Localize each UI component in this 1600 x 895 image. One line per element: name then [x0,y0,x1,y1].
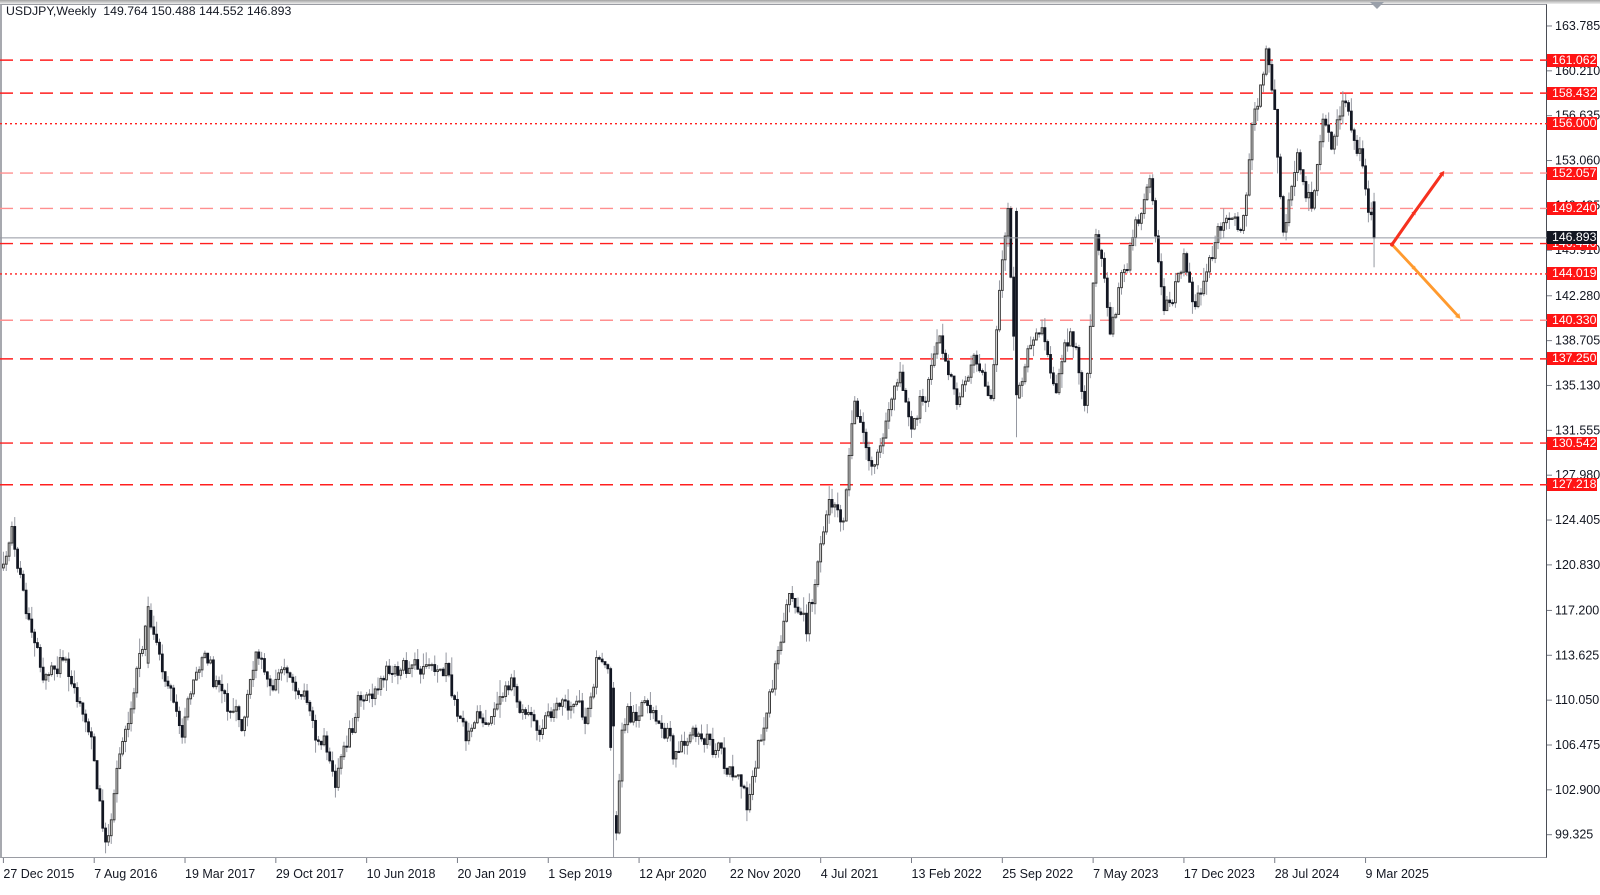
svg-text:29 Oct 2017: 29 Oct 2017 [276,867,344,881]
svg-text:135.130: 135.130 [1555,378,1600,392]
svg-text:1 Sep 2019: 1 Sep 2019 [548,867,612,881]
svg-text:142.280: 142.280 [1555,289,1600,303]
svg-text:7 May 2023: 7 May 2023 [1093,867,1158,881]
svg-text:117.200: 117.200 [1555,603,1599,617]
svg-text:10 Jun 2018: 10 Jun 2018 [367,867,436,881]
svg-text:17 Dec 2023: 17 Dec 2023 [1184,867,1255,881]
svg-text:124.405: 124.405 [1555,513,1600,527]
svg-text:28 Jul 2024: 28 Jul 2024 [1275,867,1340,881]
svg-text:110.050: 110.050 [1555,693,1599,707]
svg-text:19 Mar 2017: 19 Mar 2017 [185,867,255,881]
svg-text:7 Aug 2016: 7 Aug 2016 [94,867,157,881]
svg-text:22 Nov 2020: 22 Nov 2020 [730,867,801,881]
svg-text:102.900: 102.900 [1555,783,1600,797]
svg-text:25 Sep 2022: 25 Sep 2022 [1002,867,1073,881]
svg-text:12 Apr 2020: 12 Apr 2020 [639,867,706,881]
svg-text:120.830: 120.830 [1555,558,1600,572]
svg-text:138.705: 138.705 [1555,334,1600,348]
svg-text:20 Jan 2019: 20 Jan 2019 [457,867,526,881]
svg-text:106.475: 106.475 [1555,738,1600,752]
svg-text:9 Mar 2025: 9 Mar 2025 [1366,867,1429,881]
svg-text:4 Jul 2021: 4 Jul 2021 [821,867,879,881]
svg-text:163.785: 163.785 [1555,19,1600,33]
svg-text:99.325: 99.325 [1555,828,1593,842]
svg-text:27 Dec 2015: 27 Dec 2015 [3,867,74,881]
svg-text:113.625: 113.625 [1555,648,1599,662]
svg-text:13 Feb 2022: 13 Feb 2022 [912,867,982,881]
